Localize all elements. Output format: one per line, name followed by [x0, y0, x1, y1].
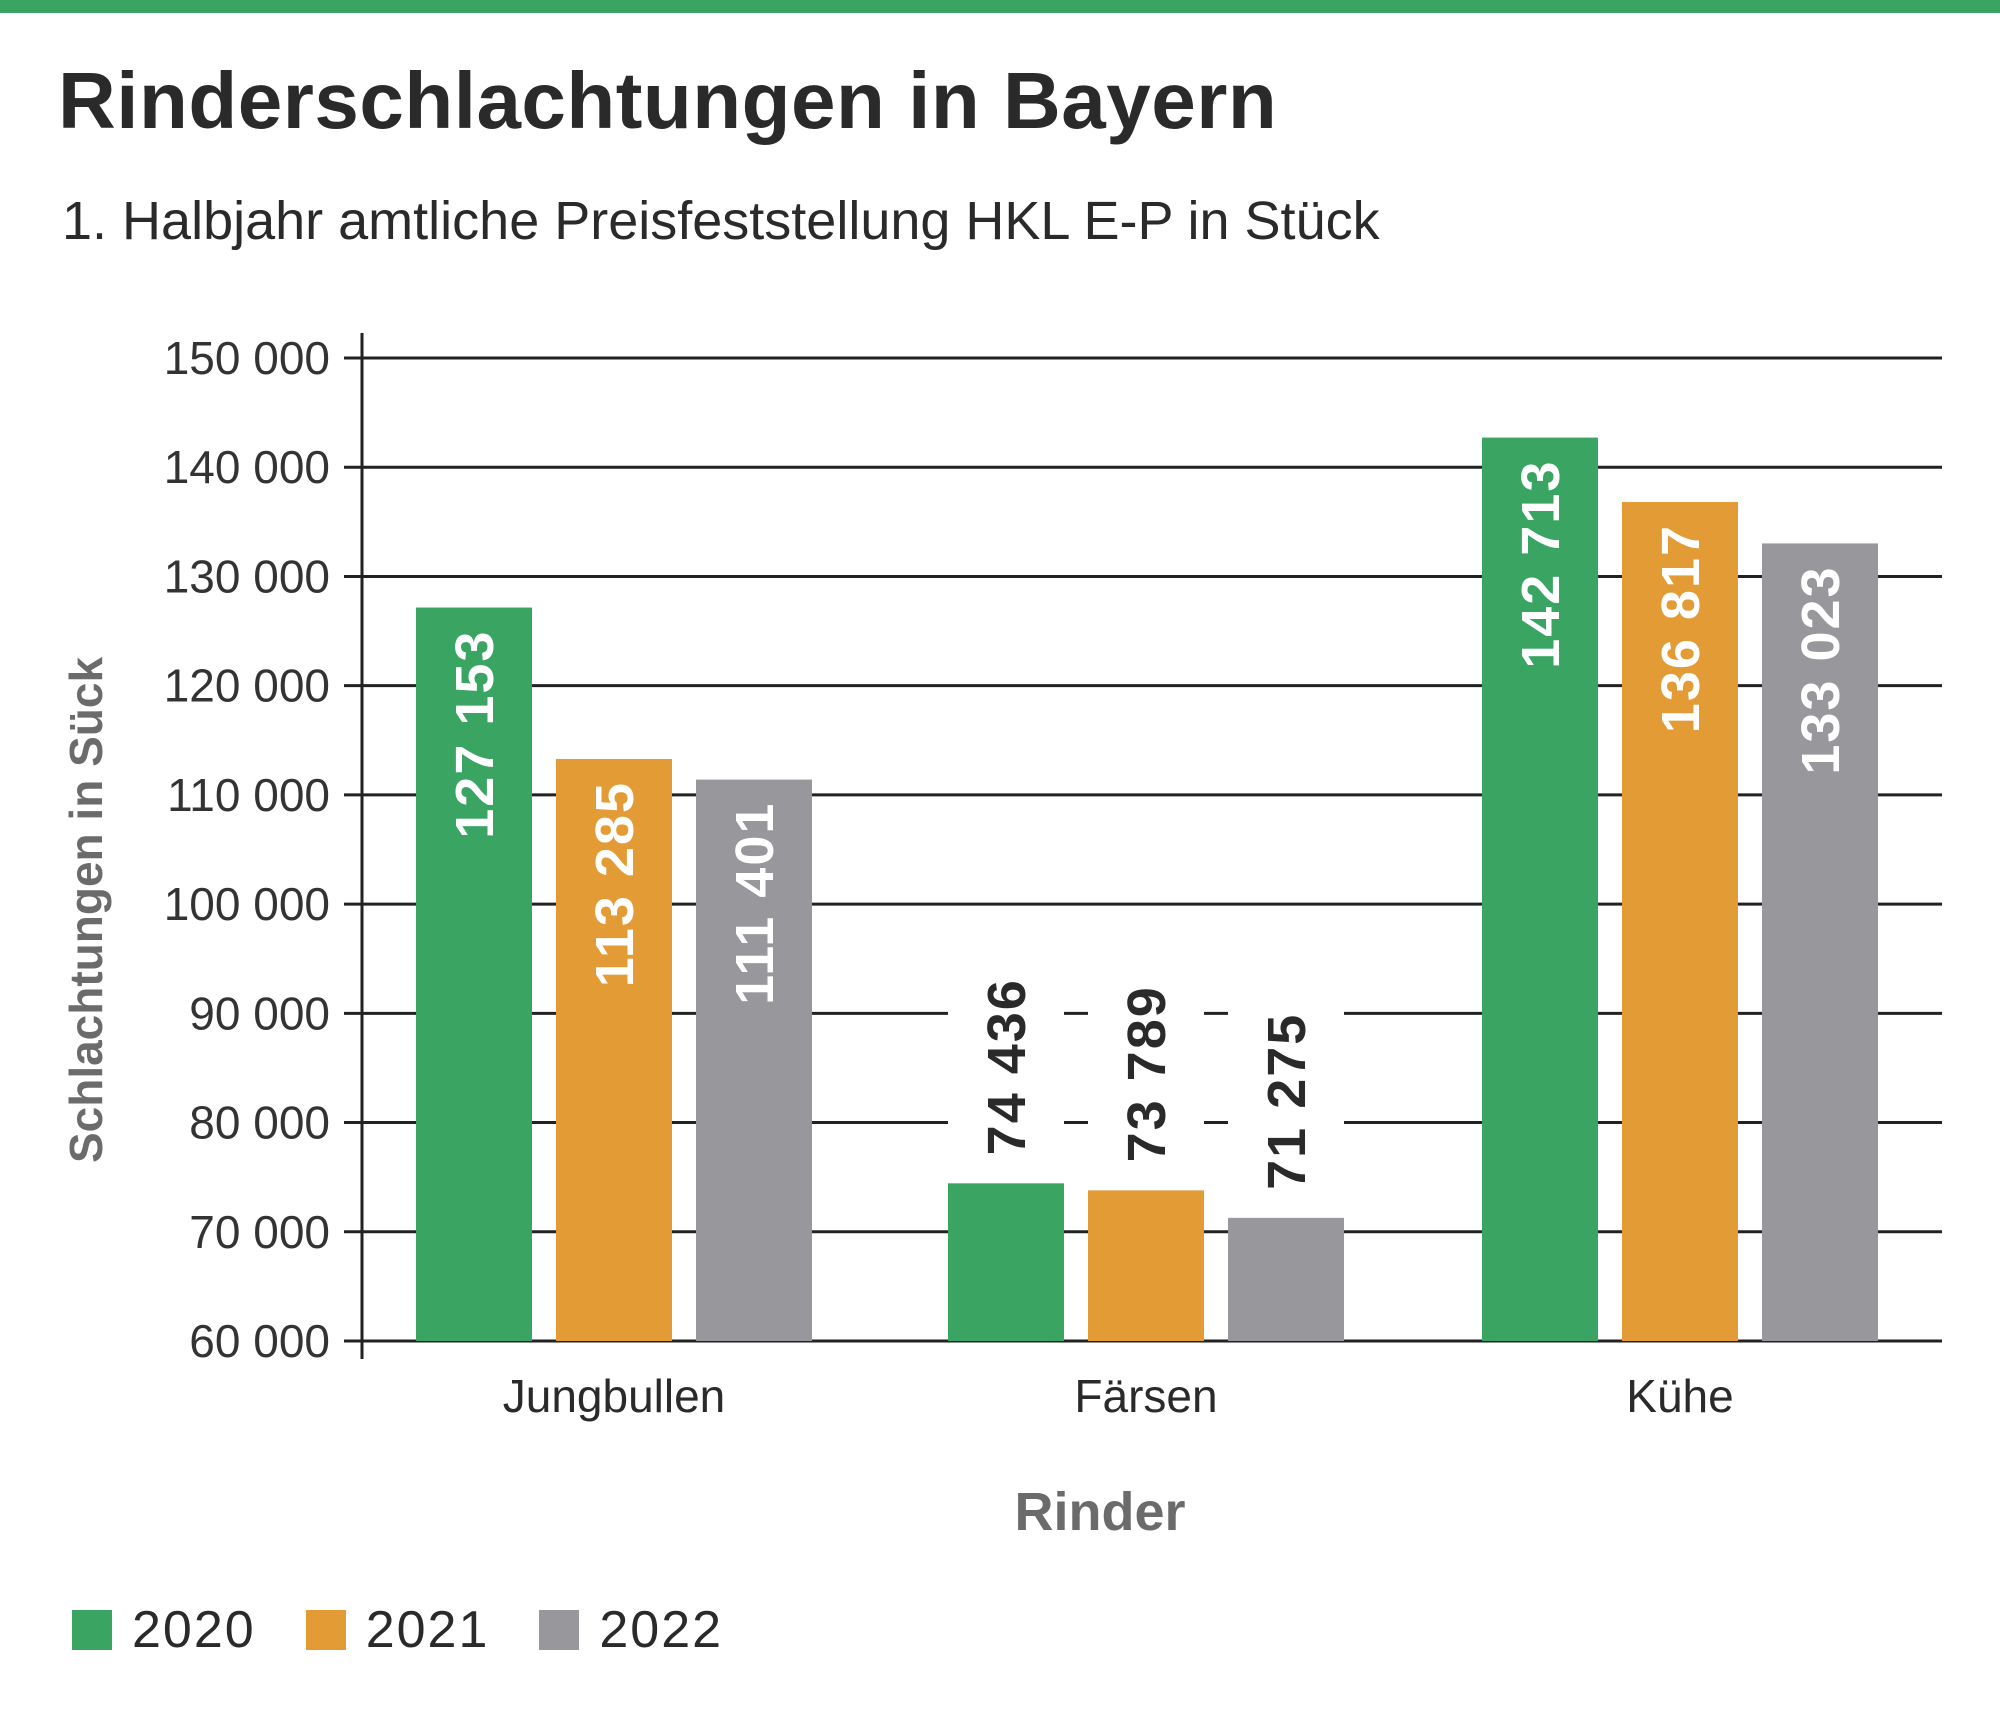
bar-value-label: 71 275: [1257, 1013, 1317, 1190]
legend-swatch-2021: [305, 1610, 346, 1650]
label-mask: [1088, 945, 1204, 1181]
bar-value-label: 111 401: [725, 802, 785, 1005]
bar-value-label: 136 817: [1651, 524, 1711, 733]
top-accent-bar: [0, 0, 2000, 13]
legend-item-2021: 2021: [305, 1600, 490, 1660]
bar: [1228, 1217, 1344, 1341]
bar: [1622, 501, 1738, 1341]
bar: [696, 779, 812, 1341]
legend-item-2022: 2022: [539, 1600, 723, 1660]
y-tick-label: 100 000: [164, 878, 330, 930]
legend-label-2022: 2022: [599, 1601, 724, 1659]
y-tick-label: 120 000: [164, 660, 330, 712]
y-tick-label: 90 000: [189, 987, 330, 1039]
bar: [1482, 437, 1598, 1342]
x-category-label: Kühe: [1626, 1370, 1733, 1422]
bar-value-label: 73 789: [1117, 985, 1177, 1162]
y-tick-label: 140 000: [164, 441, 330, 493]
y-tick-label: 70 000: [189, 1206, 330, 1258]
bar-value-label: 127 153: [445, 630, 505, 839]
y-tick-label: 60 000: [189, 1315, 330, 1367]
bar-value-label: 142 713: [1511, 460, 1571, 669]
bar: [948, 1183, 1064, 1341]
bar: [416, 607, 532, 1341]
chart-subtitle: 1. Halbjahr amtliche Preisfeststellung H…: [62, 191, 1380, 251]
legend-label-2020: 2020: [132, 1601, 256, 1659]
legend-swatch-2022: [539, 1610, 580, 1650]
y-axis-title: Schlachtungen in Sück: [60, 657, 112, 1164]
label-mask: [948, 938, 1064, 1174]
bar: [556, 759, 672, 1341]
y-tick-label: 110 000: [167, 769, 330, 821]
label-mask: [1228, 972, 1344, 1208]
x-category-label: Färsen: [1074, 1370, 1217, 1422]
bars: 127 153 113 285 111 401 74 436 73 789 71 275 1…: [416, 437, 1878, 1342]
x-category-label: Jungbullen: [503, 1370, 726, 1422]
axes: 60 000 70 000 80 000 90 000 100 000 110 000 12…: [164, 332, 1734, 1422]
bar: [1088, 1190, 1204, 1341]
bar-value-label: 74 436: [977, 978, 1037, 1155]
chart-title: Rinderschlachtungen in Bayern: [58, 56, 1278, 145]
bar-value-label: 133 023: [1791, 565, 1851, 774]
bar: [1762, 543, 1878, 1341]
y-tick-label: 150 000: [164, 332, 330, 384]
bar-value-label: 113 285: [585, 781, 645, 987]
legend-item-2020: 2020: [72, 1600, 256, 1660]
legend-label-2021: 2021: [365, 1601, 490, 1659]
x-axis-title: Rinder: [1014, 1482, 1185, 1542]
legend: 2020 2021 2022: [72, 1600, 773, 1660]
legend-swatch-2020: [72, 1610, 112, 1650]
y-tick-label: 130 000: [164, 550, 330, 602]
y-tick-label: 80 000: [189, 1097, 330, 1149]
